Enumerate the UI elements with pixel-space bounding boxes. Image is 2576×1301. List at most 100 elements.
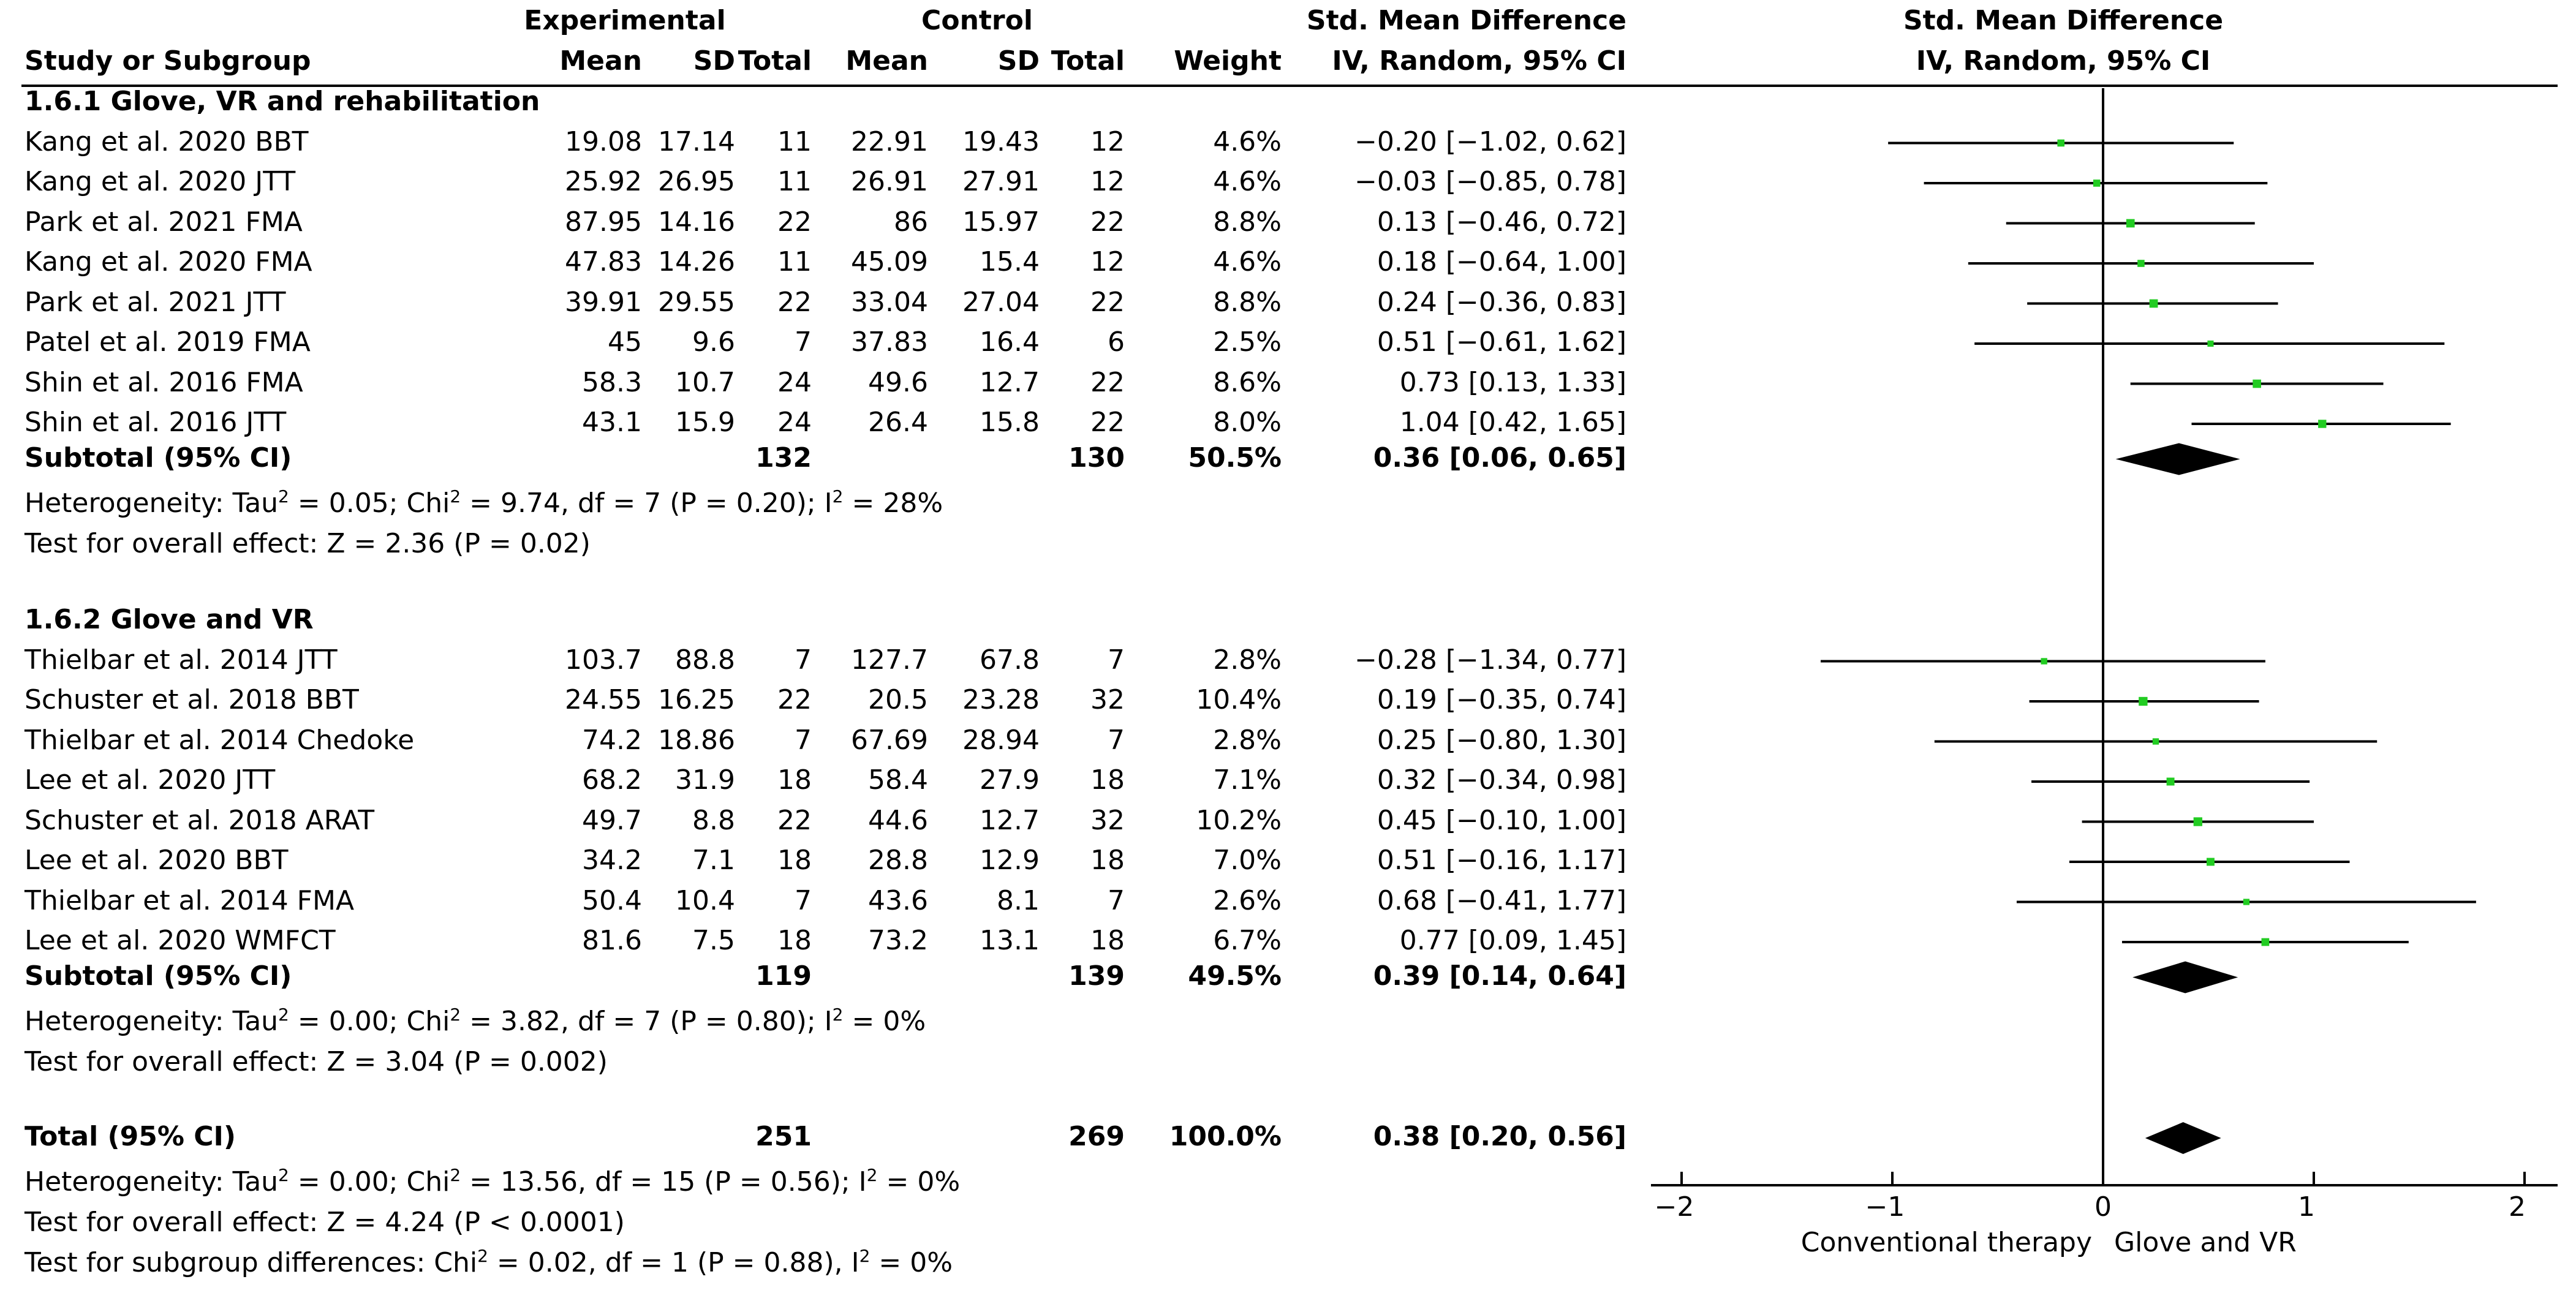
study-mean-c: 73.2 [868,925,928,956]
study-ci: −0.20 [−1.02, 0.62] [1354,126,1626,157]
study-mean-e: 50.4 [582,884,642,916]
study-mean-c: 33.04 [851,286,928,318]
study-marker [2139,696,2148,706]
study-total-c: 32 [1090,684,1125,715]
study-marker [2243,899,2250,905]
study-mean-c: 37.83 [851,326,928,358]
study-weight: 4.6% [1213,166,1282,197]
subtotal-ci: 0.39 [0.14, 0.64] [1373,960,1626,992]
study-name: Thielbar et al. 2014 JTT [25,644,338,676]
study-mean-e: 58.3 [582,366,642,398]
subtotal-total-e: 132 [755,442,812,473]
study-total-e: 22 [777,804,812,836]
subtotal-total-e: 119 [755,960,812,992]
study-ci: 1.04 [0.42, 1.65] [1399,407,1626,438]
study-name: Shin et al. 2016 FMA [25,366,303,398]
study-weight: 8.8% [1213,286,1282,318]
overall-effect-text: Test for overall effect: Z = 3.04 (P = 0… [25,1046,608,1077]
study-marker [2057,139,2064,147]
study-total-e: 18 [777,925,812,956]
study-sd-e: 9.6 [692,326,735,358]
x-tick-label: 2 [2509,1191,2526,1223]
study-sd-c: 13.1 [980,925,1040,956]
total-label: Total (95% CI) [25,1121,236,1152]
study-marker [2207,340,2214,347]
study-mean-e: 49.7 [582,804,642,836]
study-marker [2261,938,2270,946]
subtotal-total-c: 139 [1068,960,1125,992]
study-total-c: 7 [1108,724,1125,756]
header-study: Study or Subgroup [25,45,311,77]
study-mean-e: 87.95 [565,206,642,238]
study-mean-e: 39.91 [565,286,642,318]
study-total-c: 12 [1090,246,1125,277]
subtotal-label: Subtotal (95% CI) [25,442,292,473]
study-sd-e: 14.26 [658,246,735,277]
study-total-c: 32 [1090,804,1125,836]
study-mean-e: 34.2 [582,845,642,876]
study-name: Kang et al. 2020 BBT [25,126,309,157]
study-total-c: 18 [1090,925,1125,956]
header-experimental: Experimental [524,5,726,36]
study-marker [2193,817,2202,826]
study-sd-e: 10.7 [675,366,735,398]
study-sd-c: 67.8 [980,644,1040,676]
study-weight: 8.0% [1213,407,1282,438]
study-sd-e: 26.95 [658,166,735,197]
study-mean-c: 26.4 [868,407,928,438]
study-mean-e: 24.55 [565,684,642,715]
study-sd-e: 15.9 [675,407,735,438]
header-method-plot: IV, Random, 95% CI [1916,45,2211,77]
study-ci: 0.32 [−0.34, 0.98] [1377,764,1626,796]
header-control: Control [921,5,1033,36]
study-marker [2137,260,2145,267]
study-name: Kang et al. 2020 FMA [25,246,312,277]
subgroup-title: 1.6.2 Glove and VR [25,604,314,635]
subtotal-total-c: 130 [1068,442,1125,473]
total-heterogeneity-text: Heterogeneity: Tau2 = 0.00; Chi2 = 13.56… [25,1165,961,1197]
study-weight: 6.7% [1213,925,1282,956]
study-sd-c: 19.43 [962,126,1040,157]
study-sd-c: 12.7 [980,366,1040,398]
study-mean-e: 74.2 [582,724,642,756]
study-sd-c: 12.7 [980,804,1040,836]
study-total-e: 11 [777,166,812,197]
subtotal-ci: 0.36 [0.06, 0.65] [1373,442,1626,473]
study-mean-c: 22.91 [851,126,928,157]
header-mean-e: Mean [559,45,642,77]
study-sd-c: 16.4 [980,326,1040,358]
study-mean-c: 86 [894,206,928,238]
study-sd-e: 29.55 [658,286,735,318]
study-name: Park et al. 2021 JTT [25,286,286,318]
study-sd-c: 15.97 [962,206,1040,238]
subtotal-weight: 50.5% [1188,442,1282,473]
study-marker [2149,299,2158,308]
study-mean-c: 67.69 [851,724,928,756]
study-total-e: 18 [777,764,812,796]
subtotal-weight: 49.5% [1188,960,1282,992]
study-name: Lee et al. 2020 WMFCT [25,925,336,956]
heterogeneity-text: Heterogeneity: Tau2 = 0.05; Chi2 = 9.74,… [25,486,943,519]
study-marker [2207,858,2215,866]
study-sd-c: 15.8 [980,407,1040,438]
subtotal-label: Subtotal (95% CI) [25,960,292,992]
study-total-e: 11 [777,126,812,157]
total-total-e: 251 [755,1121,812,1152]
study-total-e: 22 [777,206,812,238]
study-weight: 4.6% [1213,246,1282,277]
study-total-c: 7 [1108,884,1125,916]
study-sd-c: 15.4 [980,246,1040,277]
study-mean-c: 58.4 [868,764,928,796]
study-total-c: 22 [1090,286,1125,318]
study-marker [2166,777,2175,786]
study-mean-e: 103.7 [565,644,642,676]
study-weight: 2.8% [1213,724,1282,756]
header-method-table: IV, Random, 95% CI [1332,45,1626,77]
study-weight: 7.0% [1213,845,1282,876]
study-sd-e: 16.25 [658,684,735,715]
study-mean-c: 26.91 [851,166,928,197]
study-mean-c: 44.6 [868,804,928,836]
study-total-e: 24 [777,407,812,438]
subtotal-diamond [2115,443,2240,475]
header-total-c: Total [1051,45,1125,77]
